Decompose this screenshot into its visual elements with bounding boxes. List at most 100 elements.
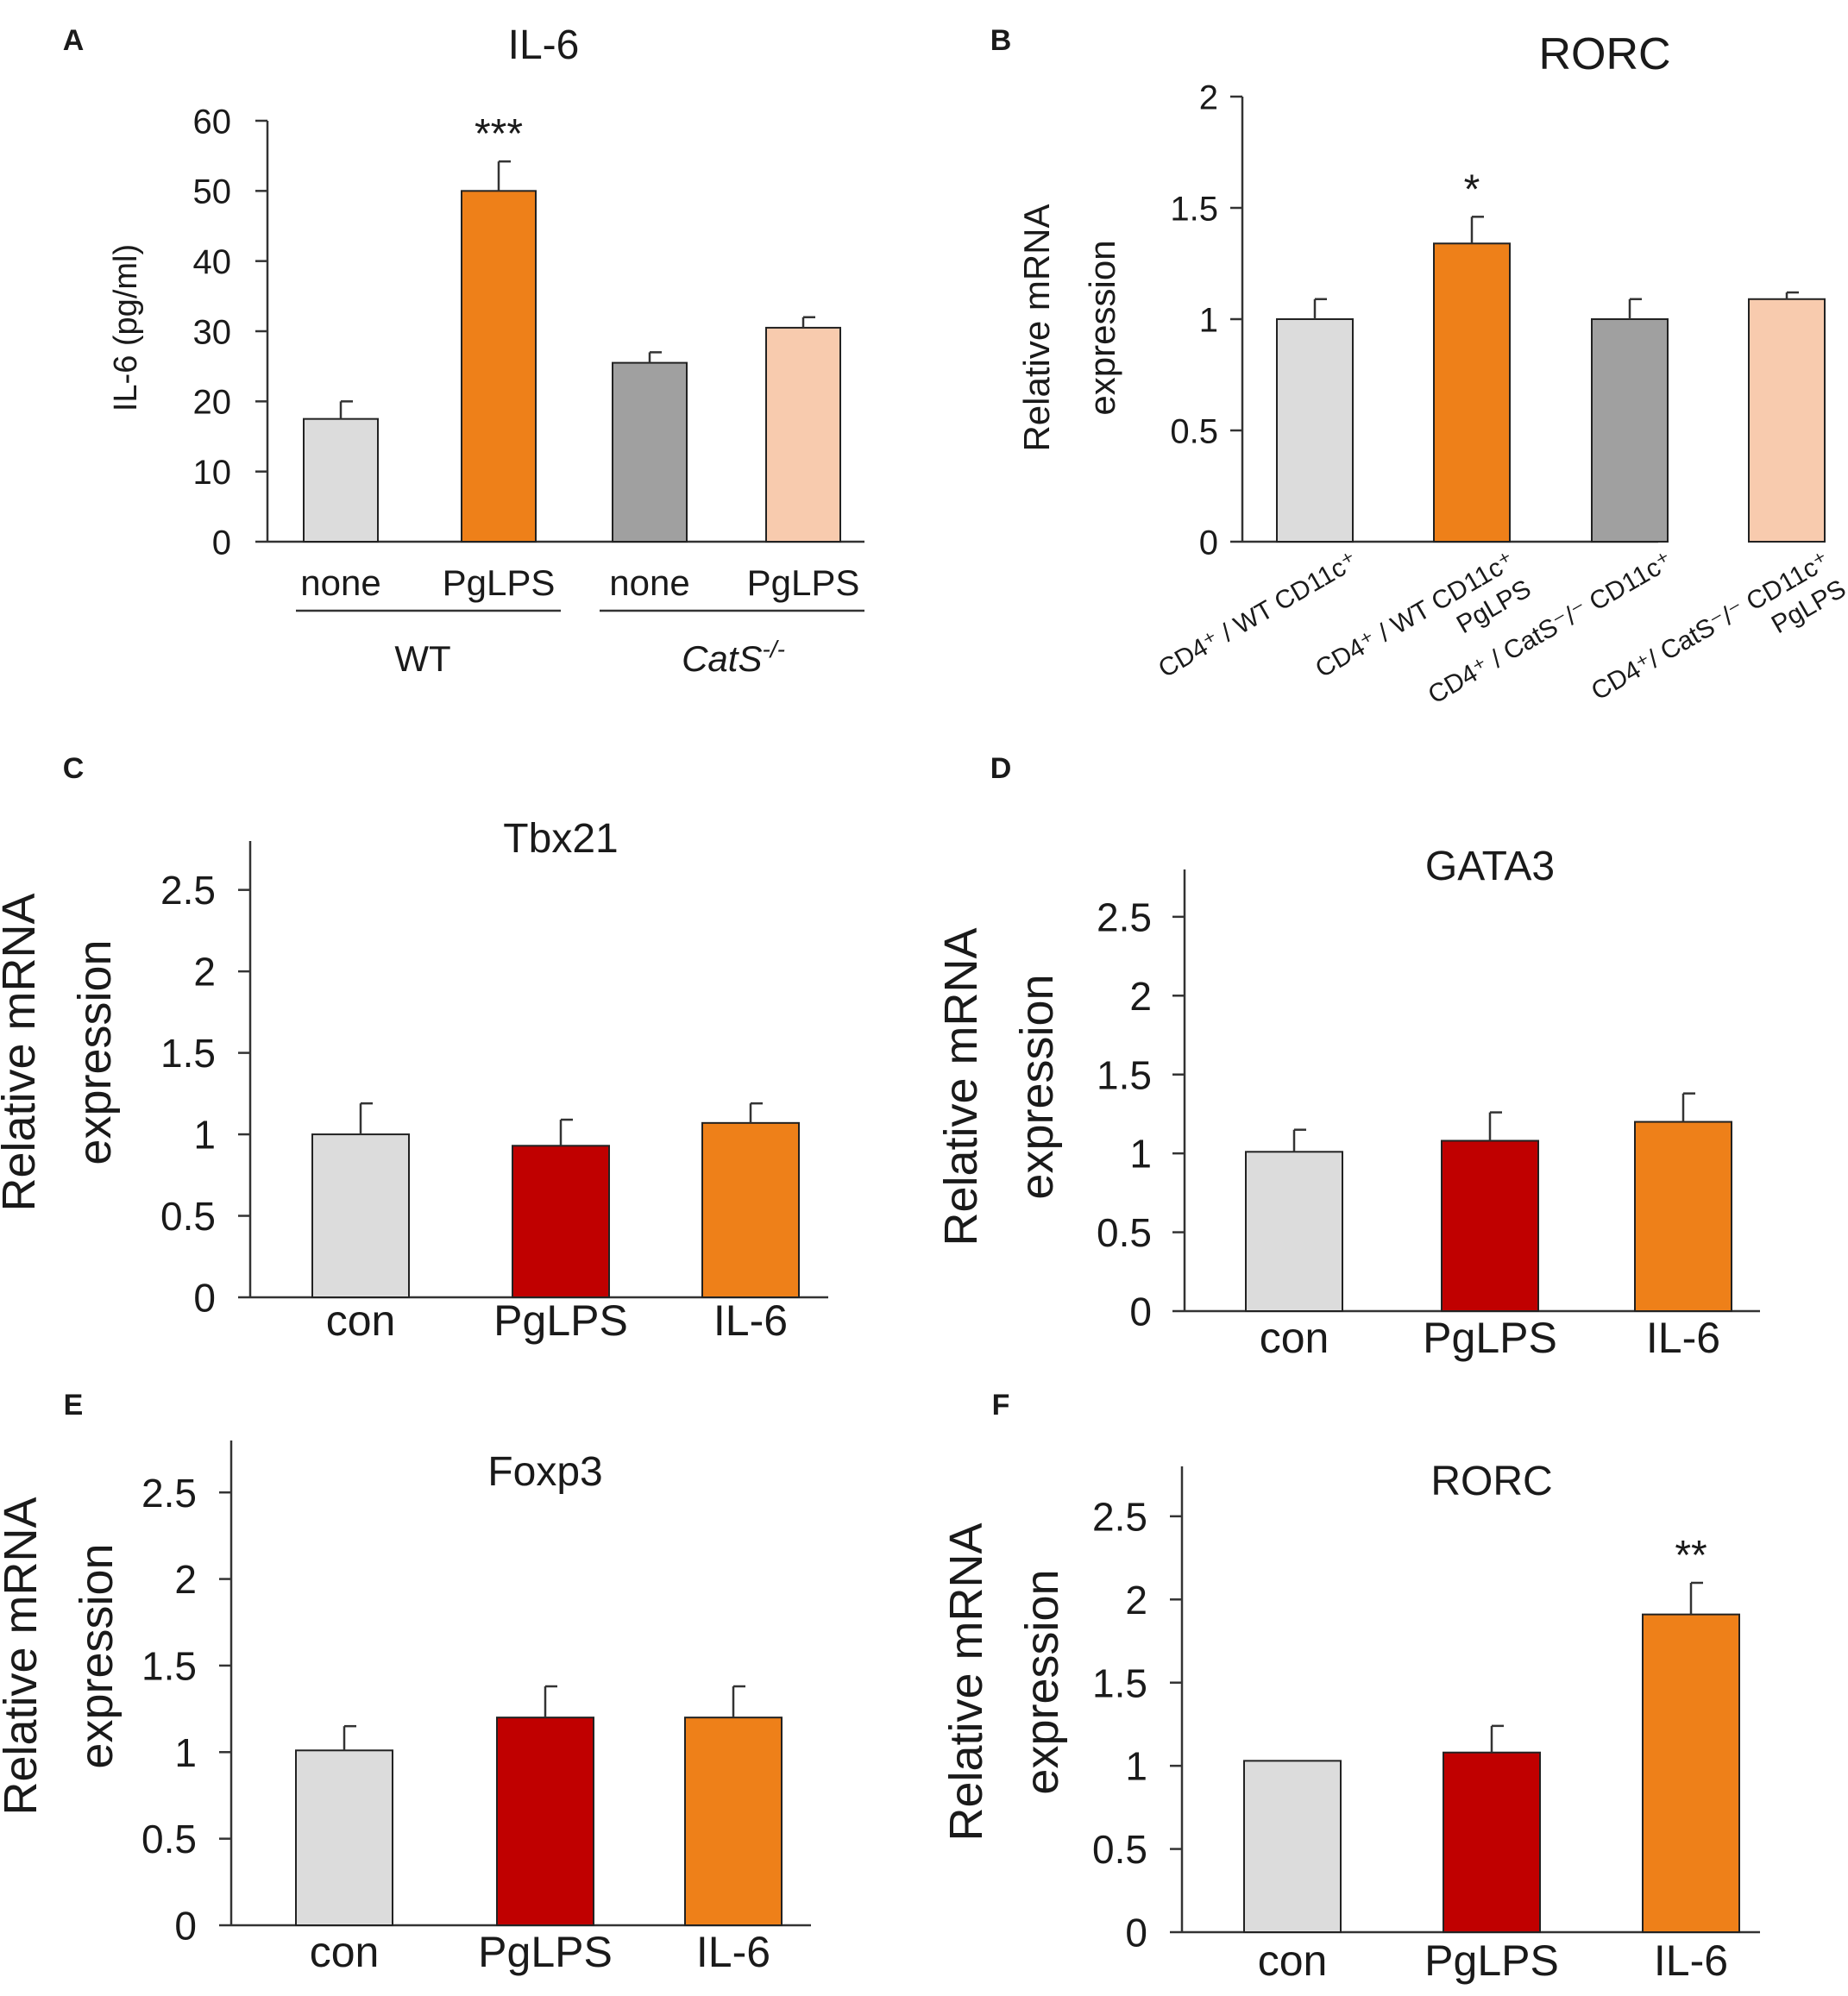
panel-letter: B (990, 24, 1012, 57)
x-tick-label: PgLPS (478, 1928, 613, 1976)
chart-title: RORC (1538, 29, 1670, 79)
x-tick-label: PgLPS (443, 562, 556, 603)
y-tick-label: 2.5 (160, 868, 216, 913)
bar (1433, 242, 1511, 543)
y-tick-label: 1 (1129, 1132, 1152, 1177)
significance-mark: *** (475, 111, 523, 157)
bar (311, 1133, 410, 1298)
bar (1441, 1139, 1539, 1312)
x-tick-label: PgLPS (1423, 1314, 1557, 1362)
group-label: WT (394, 638, 450, 679)
y-axis-label: Relative mRNA (935, 927, 987, 1246)
x-tick-label: PgLPS (493, 1296, 628, 1345)
y-axis-label: Relative mRNA (0, 893, 45, 1211)
bar (1243, 1760, 1342, 1934)
y-tick-label: 1.5 (1170, 190, 1218, 228)
y-tick-label: 1.5 (1097, 1052, 1152, 1097)
y-tick-label: 0 (193, 1276, 216, 1321)
y-tick-label: 1.5 (1092, 1660, 1147, 1705)
y-axis-label: Relative mRNA (1016, 204, 1057, 451)
y-tick-label: 2 (1129, 974, 1152, 1019)
panel-letter: D (990, 752, 1012, 785)
panel-a: A IL-6 IL-6 (pg/ml) 0 10 20 30 40 50 60 *** none PgL… (63, 22, 864, 679)
bar (1748, 298, 1826, 543)
y-tick-label: 0.5 (160, 1194, 216, 1239)
y-tick-label: 0 (1125, 1911, 1147, 1955)
bar (461, 190, 537, 543)
y-tick-label: 60 (193, 103, 232, 141)
x-tick-label: con (310, 1928, 380, 1976)
chart-title: GATA3 (1425, 844, 1555, 889)
y-tick-label: 1 (193, 1113, 216, 1158)
x-tick-label: IL-6 (1646, 1314, 1720, 1362)
bar (1591, 318, 1669, 543)
panel-letter: E (64, 1389, 84, 1422)
bar (701, 1121, 800, 1298)
x-tick-label: IL-6 (1654, 1936, 1728, 1985)
chart-title: Tbx21 (503, 816, 618, 862)
y-tick-label: 1.5 (141, 1643, 197, 1688)
significance-mark: ** (1675, 1533, 1707, 1579)
x-tick-label: PgLPS (1424, 1936, 1559, 1985)
bar (512, 1145, 610, 1298)
y-axis-label: expression (69, 939, 121, 1164)
y-tick-label: 1 (1125, 1744, 1147, 1789)
y-tick-label: 1 (1199, 301, 1218, 339)
bar (1634, 1120, 1732, 1312)
chart-title: IL-6 (508, 22, 580, 68)
panel-f: F RORC Relative mRNA expression 0 0.5 1 1.5 2 2.5… (940, 1389, 1760, 1985)
panel-e: E Foxp3 Relative mRNA expression 0 0.5 1 1.5 2 2.… (0, 1389, 811, 1976)
panel-c: C Tbx21 Relative mRNA expression 0 0.5 1 1.5 2 2.… (0, 752, 828, 1345)
significance-mark: * (1464, 166, 1480, 212)
bar (1276, 318, 1354, 543)
y-axis-label: expression (1011, 974, 1063, 1199)
panel-letter: F (992, 1389, 1010, 1422)
x-tick-label: con (1258, 1936, 1328, 1985)
bar (295, 1749, 393, 1926)
x-tick-label: none (300, 562, 380, 603)
y-tick-label: 50 (193, 173, 232, 211)
y-axis-label: Relative mRNA (940, 1522, 992, 1841)
chart-title: Foxp3 (487, 1449, 602, 1495)
x-tick-label: PgLPS (747, 562, 860, 603)
bar (496, 1717, 594, 1926)
y-tick-label: 40 (193, 243, 232, 281)
bar (1642, 1613, 1740, 1933)
y-tick-label: 0.5 (1170, 412, 1218, 450)
y-axis-label: expression (71, 1543, 123, 1768)
y-axis-label: IL-6 (pg/ml) (108, 244, 144, 411)
x-tick-label: con (326, 1296, 396, 1345)
y-tick-label: 2 (1125, 1578, 1147, 1623)
group-label: CatS-/- (682, 636, 785, 679)
y-tick-label: 10 (193, 454, 232, 492)
y-tick-label: 0.5 (141, 1817, 197, 1861)
y-tick-label: 0.5 (1092, 1827, 1147, 1872)
y-axis-label: expression (1082, 240, 1122, 415)
bar (1443, 1751, 1541, 1933)
panel-letter: C (63, 752, 85, 785)
y-tick-label: 2.5 (1092, 1494, 1147, 1539)
bar (1245, 1151, 1343, 1313)
y-tick-label: 1.5 (160, 1031, 216, 1076)
bar (765, 326, 841, 543)
y-tick-label: 0 (174, 1904, 197, 1949)
y-tick-label: 2.5 (141, 1471, 197, 1516)
y-tick-label: 1 (174, 1730, 197, 1775)
y-tick-label: 2.5 (1097, 894, 1152, 939)
bar (303, 417, 379, 543)
x-tick-label: none (609, 562, 689, 603)
x-tick-label: IL-6 (713, 1296, 788, 1345)
bar (684, 1717, 783, 1926)
y-tick-label: 0 (1129, 1290, 1152, 1334)
y-tick-label: 2 (1199, 78, 1218, 116)
y-tick-label: 0 (1199, 524, 1218, 562)
y-tick-label: 0 (212, 524, 231, 562)
y-tick-label: 30 (193, 313, 232, 351)
bar (612, 361, 688, 543)
x-tick-label: con (1260, 1314, 1329, 1362)
y-axis-label: Relative mRNA (0, 1497, 47, 1815)
chart-title: RORC (1430, 1459, 1552, 1504)
y-tick-label: 2 (193, 950, 216, 995)
